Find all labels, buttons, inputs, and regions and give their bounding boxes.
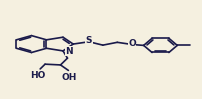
Text: S: S	[85, 36, 92, 45]
Text: HO: HO	[30, 71, 46, 80]
Text: O: O	[128, 39, 135, 48]
Text: OH: OH	[61, 73, 77, 82]
Text: N: N	[65, 47, 73, 56]
